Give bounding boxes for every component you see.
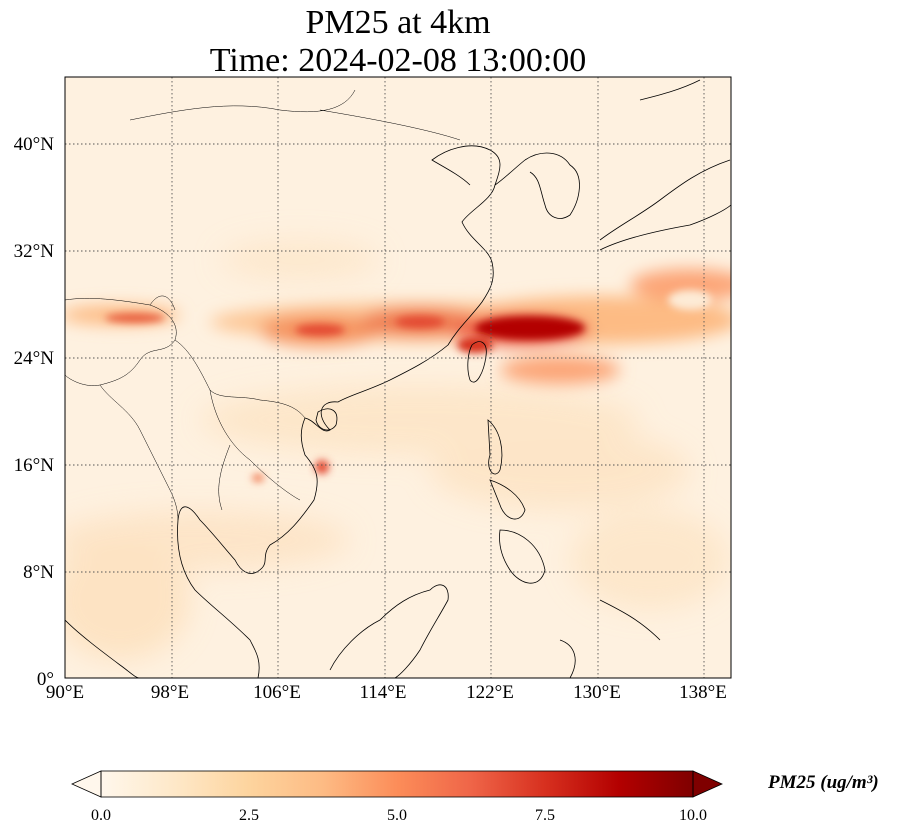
colorbar-tick-label: 5.0 (387, 807, 407, 824)
map-title-line2: Time: 2024-02-08 13:00:00 (209, 42, 587, 79)
colorbar-max-extend (692, 770, 723, 798)
lon-tick-label: 138°E (679, 682, 727, 703)
lon-tick-labels: 90°E 98°E 106°E 114°E 122°E 130°E 138°E (46, 682, 727, 703)
colorbar: 0.0 2.5 5.0 7.5 10.0 (71, 770, 723, 824)
gridlines (65, 77, 731, 678)
country-borders (65, 89, 461, 521)
lon-tick-label: 106°E (253, 682, 301, 703)
lat-tick-label: 8°N (23, 562, 54, 583)
background-haze (65, 240, 730, 660)
lat-tick-label: 16°N (14, 455, 55, 476)
lon-tick-label: 130°E (573, 682, 621, 703)
lon-tick-label: 98°E (151, 682, 189, 703)
plume-core (105, 290, 712, 482)
colorbar-tick-label: 10.0 (679, 807, 707, 824)
lon-tick-label: 90°E (46, 682, 84, 703)
pm25-field (65, 77, 731, 678)
colorbar-tick-label: 0.0 (91, 807, 111, 824)
lon-tick-label: 114°E (360, 682, 407, 703)
coastlines (65, 79, 731, 678)
colorbar-gradient (101, 771, 693, 797)
colorbar-min-extend (71, 770, 102, 798)
lat-tick-label: 32°N (14, 241, 55, 262)
lat-tick-labels: 0° 8°N 16°N 24°N 32°N 40°N (14, 134, 55, 690)
lat-tick-label: 40°N (14, 134, 55, 155)
colorbar-label: PM25 (ug/m³) (768, 772, 879, 793)
lon-tick-label: 122°E (466, 682, 514, 703)
map-title-line1: PM25 at 4km (305, 4, 491, 41)
colorbar-tick-label: 2.5 (239, 807, 259, 824)
map-frame (64, 76, 732, 679)
colorbar-tick-label: 7.5 (535, 807, 555, 824)
lat-tick-label: 24°N (14, 348, 55, 369)
lat-tick-label: 0° (37, 669, 54, 690)
